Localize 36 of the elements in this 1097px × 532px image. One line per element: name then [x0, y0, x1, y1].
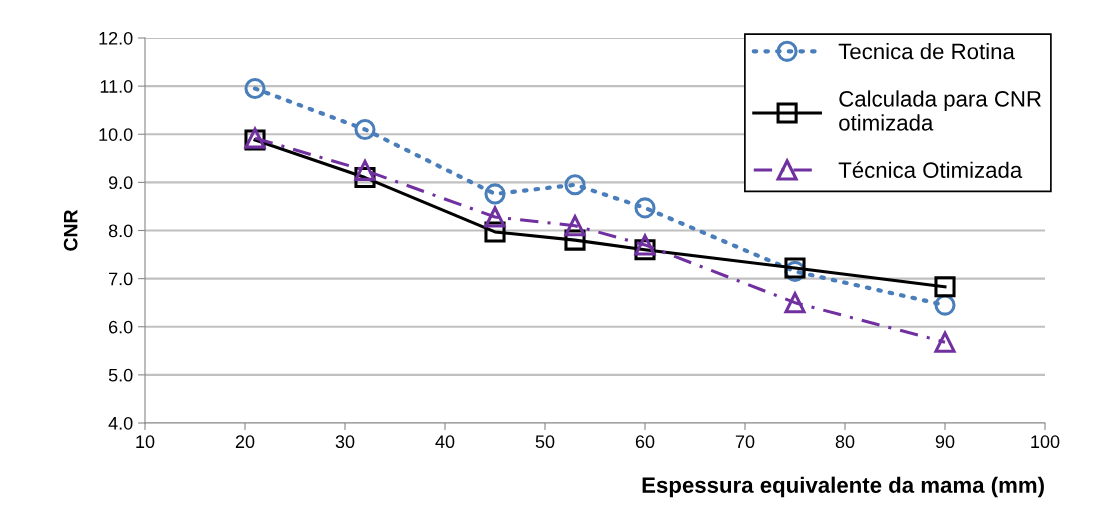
- x-axis-title: Espessura equivalente da mama (mm): [642, 476, 1044, 498]
- x-tick-label: 40: [435, 435, 455, 449]
- y-tick-label: 7.0: [109, 272, 133, 286]
- point: [354, 118, 376, 140]
- legend-label: Calculada para CNR otimizada: [839, 90, 1041, 131]
- point: [634, 234, 656, 256]
- y-tick-label: 12.0: [99, 31, 133, 45]
- point: [244, 77, 266, 100]
- x-tick-label: 20: [235, 435, 255, 449]
- point: [564, 215, 586, 237]
- x-tick-label: 50: [535, 435, 555, 449]
- point: [354, 159, 376, 181]
- point: [484, 183, 506, 205]
- y-tick-label: 6.0: [109, 320, 133, 334]
- x-tick-label: 60: [635, 435, 655, 449]
- point: [934, 331, 956, 353]
- point: [484, 206, 506, 228]
- y-tick-label: 8.0: [108, 224, 133, 238]
- legend-label: Tecnica de Rotina: [838, 43, 1015, 60]
- x-tick-label: 100: [1031, 435, 1060, 449]
- x-tick-label: 30: [335, 435, 355, 449]
- y-tick-label: 10.0: [99, 128, 133, 141]
- y-tick-label: 4.0: [108, 416, 133, 430]
- y-axis-title: CNR: [63, 209, 78, 251]
- x-tick-label: 80: [835, 435, 855, 449]
- y-tick-label: 5.0: [108, 368, 133, 382]
- point: [564, 174, 586, 196]
- point: [634, 197, 656, 219]
- y-tick-label: 9.0: [108, 176, 133, 190]
- x-tick-label: 70: [735, 435, 755, 449]
- point: [784, 292, 806, 314]
- y-tick-label: 11.0: [100, 80, 133, 93]
- x-tick-label: 10: [136, 435, 155, 449]
- x-tick-label: 90: [935, 435, 955, 449]
- point: [934, 276, 956, 298]
- legend-label: Técnica Otimizada: [838, 161, 1023, 179]
